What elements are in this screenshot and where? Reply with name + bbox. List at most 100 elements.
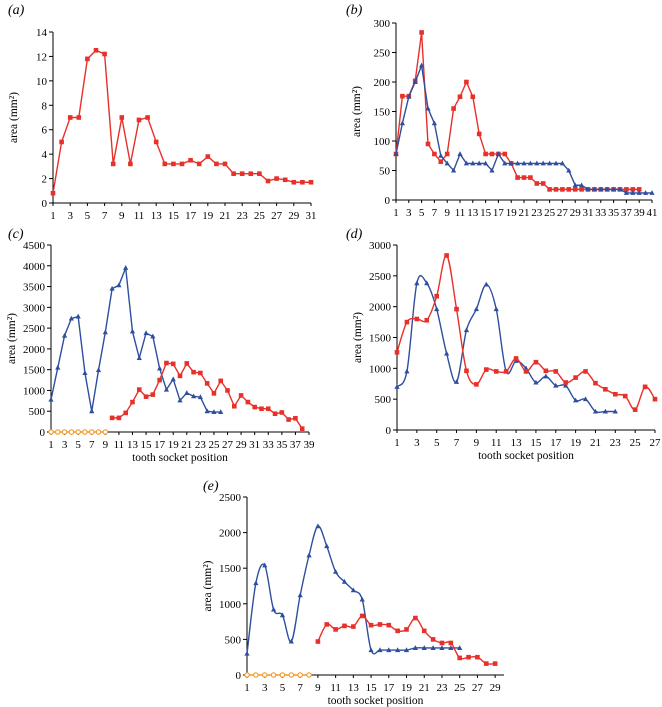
data-point — [404, 319, 410, 325]
y-axis-title: area (mm²) — [351, 86, 363, 137]
data-point — [143, 330, 149, 336]
data-point — [244, 650, 250, 656]
data-point — [136, 387, 142, 392]
data-point — [368, 647, 374, 653]
data-point — [232, 403, 237, 409]
series-line — [395, 32, 640, 191]
data-point — [157, 365, 163, 371]
data-point — [279, 612, 286, 618]
data-point — [123, 265, 129, 270]
data-point — [184, 361, 190, 366]
data-point — [430, 637, 436, 642]
data-point — [324, 622, 330, 627]
panel-label: (e) — [203, 479, 219, 494]
x-tick-label: 3 — [62, 439, 68, 451]
y-tick-label: 1500 — [369, 333, 392, 345]
y-tick-label: 500 — [225, 634, 242, 646]
x-tick-label: 23 — [531, 207, 543, 219]
panel-label: (c) — [8, 227, 24, 242]
x-tick-label: 29 — [570, 207, 582, 219]
panel-label: (b) — [346, 3, 363, 18]
x-tick-label: 27 — [650, 437, 662, 449]
data-point — [136, 117, 142, 123]
data-point — [630, 190, 636, 195]
data-point — [95, 367, 102, 373]
data-point — [474, 382, 479, 387]
data-point — [604, 186, 610, 192]
y-tick-label: 4 — [42, 149, 48, 161]
data-point — [248, 171, 254, 176]
data-point — [239, 171, 245, 176]
data-point — [157, 377, 162, 383]
data-point — [592, 408, 599, 414]
data-point — [377, 622, 383, 627]
x-tick-label: 33 — [263, 439, 275, 451]
data-point — [448, 640, 454, 646]
x-tick-label: 13 — [467, 207, 479, 219]
data-point — [291, 179, 297, 185]
x-tick-label: 19 — [401, 682, 413, 694]
x-tick-label: 7 — [102, 210, 108, 222]
data-point — [394, 384, 400, 389]
y-tick-label: 200 — [374, 77, 391, 89]
data-point — [368, 622, 374, 628]
y-tick-label: 2000 — [219, 528, 242, 540]
data-point — [421, 645, 427, 650]
data-point — [611, 186, 617, 192]
data-point — [439, 640, 445, 646]
data-point — [231, 171, 236, 176]
data-point — [162, 161, 168, 167]
data-point — [444, 350, 450, 356]
data-point — [350, 587, 356, 593]
data-point — [534, 181, 540, 186]
x-tick-label: 3 — [67, 210, 73, 222]
data-point — [225, 388, 230, 393]
x-axis-title: tooth socket position — [478, 450, 574, 462]
data-point — [475, 654, 480, 660]
y-tick-label: 1500 — [219, 563, 242, 575]
data-point — [424, 280, 430, 286]
data-point — [502, 151, 508, 157]
data-point — [603, 387, 608, 392]
x-tick-label: 21 — [590, 437, 601, 449]
y-tick-label: 6 — [42, 125, 48, 137]
series-2 — [393, 62, 655, 195]
data-point — [547, 160, 553, 166]
data-point — [204, 408, 210, 414]
data-point — [386, 647, 392, 653]
data-point — [48, 396, 54, 402]
data-point — [560, 187, 565, 192]
data-point — [116, 282, 122, 288]
x-tick-label: 21 — [519, 207, 530, 219]
data-point — [503, 369, 509, 374]
data-point — [425, 141, 431, 147]
data-point — [261, 672, 268, 678]
x-tick-label: 21 — [220, 210, 231, 222]
data-point — [533, 379, 539, 385]
data-point — [109, 285, 115, 291]
x-tick-label: 3 — [262, 682, 268, 694]
data-point — [67, 115, 73, 120]
x-tick-label: 23 — [610, 437, 622, 449]
x-tick-label: 39 — [634, 207, 646, 219]
x-tick-label: 15 — [141, 439, 153, 451]
data-point — [553, 160, 559, 166]
data-point — [55, 429, 61, 435]
data-point — [438, 152, 444, 158]
data-point — [543, 373, 549, 379]
x-tick-label: 27 — [472, 682, 484, 694]
x-tick-label: 41 — [647, 207, 658, 219]
data-point — [190, 393, 197, 399]
y-tick-label: 50 — [379, 166, 391, 178]
data-point — [297, 672, 303, 678]
series-1 — [48, 265, 224, 415]
series-2 — [394, 253, 658, 412]
data-point — [502, 160, 508, 166]
data-point — [492, 661, 498, 666]
data-point — [299, 426, 305, 431]
data-point — [642, 384, 648, 390]
data-point — [624, 187, 629, 192]
x-tick-label: 1 — [244, 682, 250, 694]
y-tick-label: 1000 — [369, 363, 392, 375]
